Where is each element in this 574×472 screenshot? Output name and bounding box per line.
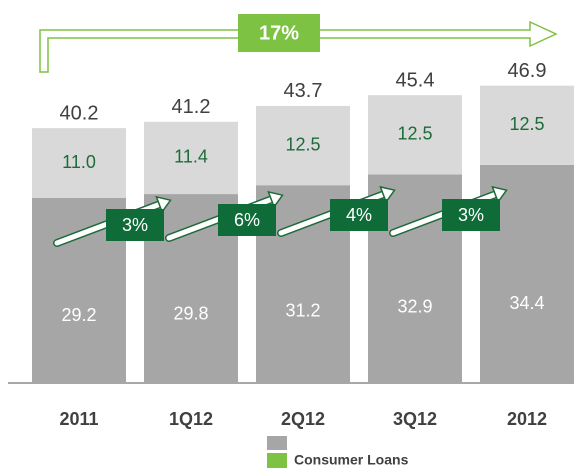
- growth-label: 6%: [234, 210, 260, 230]
- growth-label: 3%: [122, 215, 148, 235]
- segment-label: 12.5: [509, 114, 544, 134]
- legend-swatch: [267, 453, 287, 468]
- growth-box: [106, 209, 164, 241]
- total-label: 43.7: [284, 80, 323, 102]
- segment-label: 29.2: [61, 305, 96, 325]
- growth-arrow-head: [155, 195, 172, 214]
- total-label: 45.4: [396, 69, 435, 91]
- x-tick-label: 2012: [507, 409, 547, 429]
- growth-arrow-head: [379, 185, 396, 204]
- segment-label: 11.0: [62, 152, 96, 172]
- total-label: 40.2: [60, 102, 99, 124]
- growth-box: [330, 199, 388, 231]
- total-label: 41.2: [172, 96, 211, 118]
- bar-segment: [256, 105, 350, 186]
- x-tick-label: 2011: [59, 409, 98, 429]
- segment-label: 34.4: [509, 293, 544, 313]
- legend-swatch: [267, 436, 287, 450]
- growth-label: 4%: [346, 205, 372, 225]
- bar-segment: [368, 95, 462, 175]
- total-growth: 17%: [259, 22, 299, 44]
- x-tick-label: 2Q12: [281, 409, 325, 429]
- segment-label: 12.5: [285, 134, 320, 154]
- growth-box: [442, 199, 500, 231]
- growth-label: 3%: [458, 205, 484, 225]
- bar-segment: [32, 128, 126, 198]
- x-tick-label: 1Q12: [169, 409, 213, 429]
- segment-label: 11.4: [174, 147, 208, 167]
- segment-label: 31.2: [285, 301, 320, 321]
- bar-segment: [480, 85, 574, 165]
- total-growth-box: [238, 14, 320, 52]
- growth-box: [218, 204, 276, 236]
- segment-label: 12.5: [397, 124, 432, 144]
- total-label: 46.9: [508, 60, 547, 82]
- legend-label: Consumer Loans: [294, 452, 409, 468]
- segment-label: 29.8: [173, 304, 208, 324]
- growth-arrow-head: [491, 185, 508, 204]
- bar-segment: [144, 121, 238, 195]
- growth-arrow-head: [267, 190, 284, 209]
- segment-label: 32.9: [397, 297, 432, 317]
- x-tick-label: 3Q12: [393, 409, 437, 429]
